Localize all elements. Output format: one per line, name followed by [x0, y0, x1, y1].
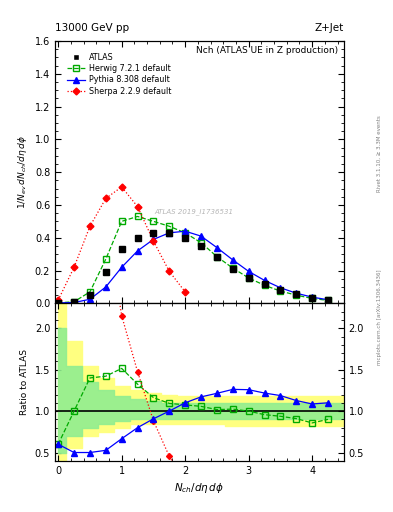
Text: Nch (ATLAS UE in Z production): Nch (ATLAS UE in Z production) — [196, 46, 338, 55]
Text: Rivet 3.1.10, ≥ 3.3M events: Rivet 3.1.10, ≥ 3.3M events — [377, 115, 382, 192]
X-axis label: $N_{ch}/d\eta\,d\phi$: $N_{ch}/d\eta\,d\phi$ — [174, 481, 224, 495]
Legend: ATLAS, Herwig 7.2.1 default, Pythia 8.308 default, Sherpa 2.2.9 default: ATLAS, Herwig 7.2.1 default, Pythia 8.30… — [65, 50, 174, 98]
Text: ATLAS 2019_I1736531: ATLAS 2019_I1736531 — [154, 208, 233, 215]
Text: 13000 GeV pp: 13000 GeV pp — [55, 23, 129, 33]
Y-axis label: $1/N_{ev}\,dN_{ch}/d\eta\,d\phi$: $1/N_{ev}\,dN_{ch}/d\eta\,d\phi$ — [16, 135, 29, 209]
Text: Z+Jet: Z+Jet — [315, 23, 344, 33]
Y-axis label: Ratio to ATLAS: Ratio to ATLAS — [20, 349, 29, 415]
Text: mcplots.cern.ch [arXiv:1306.3436]: mcplots.cern.ch [arXiv:1306.3436] — [377, 270, 382, 365]
